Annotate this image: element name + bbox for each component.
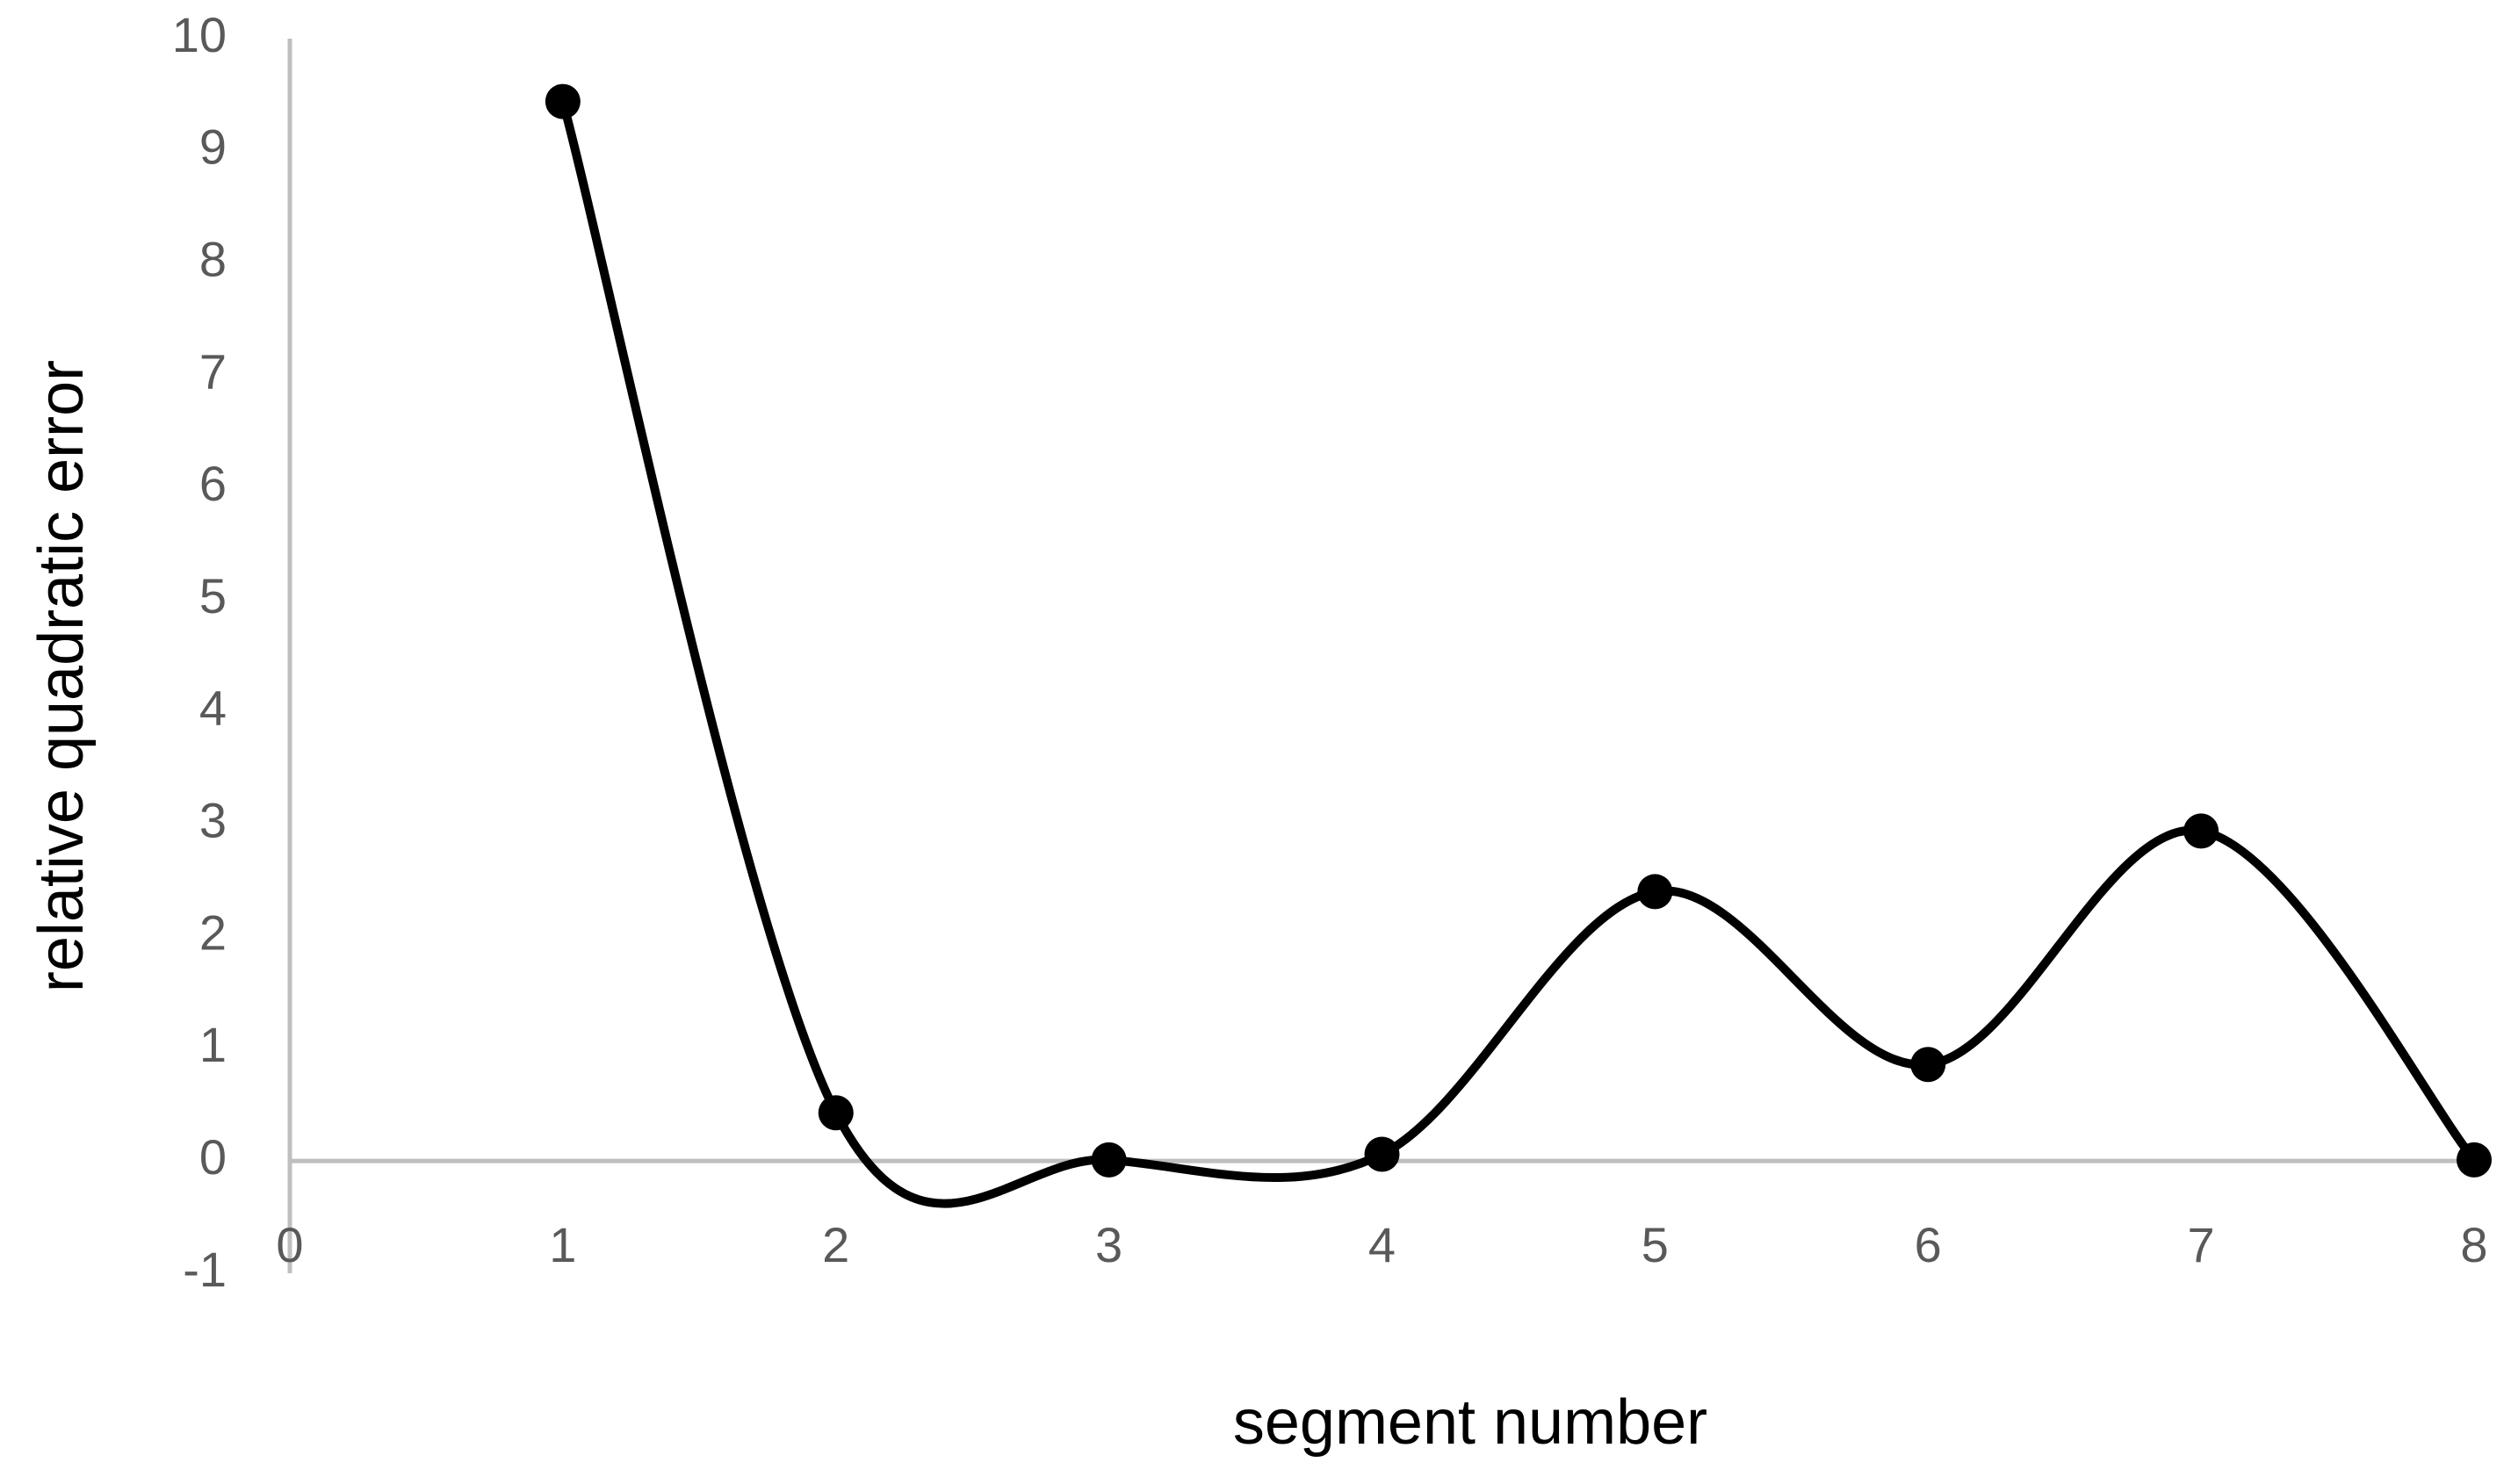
data-point [1091, 1142, 1127, 1178]
y-tick-label: 4 [199, 681, 227, 736]
y-tick-label: 0 [199, 1129, 227, 1185]
y-tick-label: 10 [172, 7, 227, 62]
y-tick-label: 8 [199, 231, 227, 286]
x-tick-label: 5 [1642, 1217, 1669, 1272]
data-point [1910, 1047, 1946, 1083]
y-tick-label: 3 [199, 793, 227, 848]
data-point [2457, 1142, 2492, 1178]
data-point [2183, 813, 2219, 849]
y-tick-label: 9 [199, 119, 227, 175]
y-tick-label: 6 [199, 456, 227, 511]
data-point [1637, 874, 1673, 910]
data-point [545, 83, 581, 119]
x-tick-label: 8 [2460, 1217, 2487, 1272]
x-tick-label: 2 [822, 1217, 849, 1272]
x-tick-label: 4 [1368, 1217, 1396, 1272]
x-tick-label: 0 [276, 1217, 303, 1272]
y-axis-title: relative quadratic error [26, 360, 97, 992]
x-axis-title: segment number [1233, 1387, 1707, 1458]
y-tick-label: 7 [199, 343, 227, 399]
x-tick-label: 6 [1915, 1217, 1942, 1272]
x-tick-label: 7 [2188, 1217, 2215, 1272]
y-tick-label: -1 [183, 1242, 227, 1297]
data-line [559, 100, 2478, 1208]
x-tick-label: 3 [1095, 1217, 1122, 1272]
y-tick-label: 2 [199, 904, 227, 960]
data-point [1364, 1136, 1400, 1172]
x-tick-label: 1 [549, 1217, 576, 1272]
y-tick-label: 1 [199, 1017, 227, 1072]
y-tick-label: 5 [199, 568, 227, 623]
data-point [818, 1095, 854, 1131]
